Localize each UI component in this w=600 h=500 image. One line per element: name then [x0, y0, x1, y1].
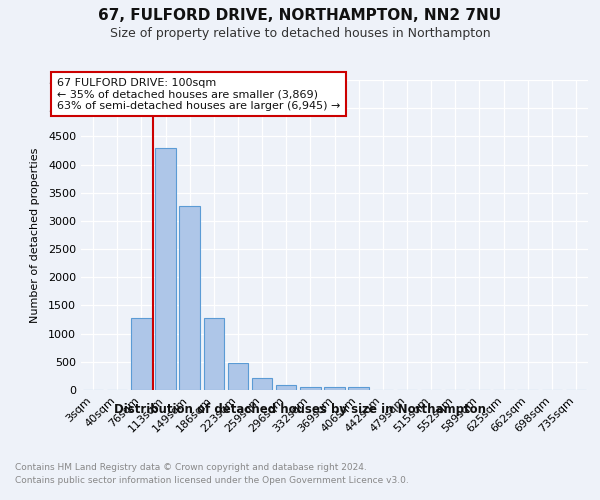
Bar [276, 385, 296, 390]
Text: 67, FULFORD DRIVE, NORTHAMPTON, NN2 7NU: 67, FULFORD DRIVE, NORTHAMPTON, NN2 7NU [98, 8, 502, 22]
Bar [252, 378, 272, 390]
Bar [155, 148, 176, 390]
Bar [131, 318, 152, 390]
Text: Contains public sector information licensed under the Open Government Licence v3: Contains public sector information licen… [15, 476, 409, 485]
Bar [300, 386, 320, 390]
Y-axis label: Number of detached properties: Number of detached properties [29, 148, 40, 322]
Bar [203, 318, 224, 390]
Text: Contains HM Land Registry data © Crown copyright and database right 2024.: Contains HM Land Registry data © Crown c… [15, 462, 367, 471]
Bar [227, 363, 248, 390]
Text: Size of property relative to detached houses in Northampton: Size of property relative to detached ho… [110, 28, 490, 40]
Bar [179, 206, 200, 390]
Text: 67 FULFORD DRIVE: 100sqm
← 35% of detached houses are smaller (3,869)
63% of sem: 67 FULFORD DRIVE: 100sqm ← 35% of detach… [57, 78, 340, 110]
Text: Distribution of detached houses by size in Northampton: Distribution of detached houses by size … [114, 402, 486, 415]
Bar [324, 387, 345, 390]
Bar [349, 386, 369, 390]
